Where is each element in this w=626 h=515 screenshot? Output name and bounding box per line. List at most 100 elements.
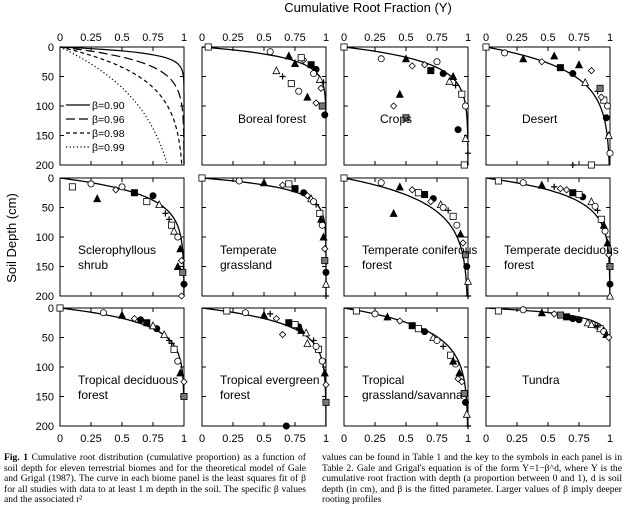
data-point <box>569 189 577 197</box>
data-point <box>291 185 299 193</box>
panel-title-line: forest <box>504 258 535 272</box>
data-point <box>322 292 330 300</box>
panel-title-line: forest <box>220 388 251 402</box>
y-tick-label: 0 <box>48 42 54 54</box>
fitted-curve <box>59 177 185 296</box>
y-tick-label: 150 <box>36 392 54 404</box>
data-point <box>352 307 360 315</box>
data-point <box>501 49 509 57</box>
data-point <box>461 133 470 142</box>
x-tick-label-bottom: 1 <box>465 433 471 445</box>
data-point <box>312 342 320 350</box>
caption-right: values can be found in Table 1 and the k… <box>322 452 622 506</box>
legend-label: β=0.99 <box>92 142 125 154</box>
data-point <box>396 317 404 325</box>
data-point <box>316 209 324 217</box>
panel-title-line: Tropical <box>362 373 404 387</box>
data-point <box>389 208 398 217</box>
data-point <box>402 114 410 122</box>
data-point <box>174 233 182 241</box>
data-point <box>408 322 416 330</box>
series-line <box>59 46 168 166</box>
data-point <box>459 239 467 247</box>
x-tick-label-bottom: 0 <box>341 433 347 445</box>
data-point <box>519 306 527 314</box>
data-point <box>176 368 185 377</box>
panel-title: Tundra <box>522 373 560 387</box>
data-point <box>606 280 614 288</box>
caption-left-text: Cumulative root distribution (cumulative… <box>4 452 306 506</box>
data-point <box>601 227 609 235</box>
panel-marks: β=0.90 β=0.96 β=0.98 β=0.99 <box>59 46 185 166</box>
data-point <box>440 343 447 350</box>
data-point <box>318 102 326 110</box>
data-point <box>321 111 329 119</box>
x-tick-label-top: 0 <box>341 32 347 44</box>
data-point <box>462 251 470 259</box>
data-point <box>421 191 429 199</box>
data-point <box>602 114 610 122</box>
data-point <box>310 198 318 206</box>
data-point <box>259 178 269 187</box>
panel-frame <box>343 177 469 297</box>
y-tick-label: 0 <box>48 303 54 315</box>
data-point <box>408 186 416 194</box>
data-point <box>556 184 565 193</box>
data-point <box>278 181 287 189</box>
x-tick-label-top: 1 <box>465 32 471 44</box>
y-tick-label: 50 <box>42 72 54 84</box>
panel-marks: Temperate grassland <box>198 174 331 300</box>
x-tick-label-bottom: 0.25 <box>364 433 385 445</box>
data-point <box>310 70 318 78</box>
data-point <box>454 375 462 383</box>
panel-title-line: Temperate coniferous <box>362 243 477 257</box>
data-point <box>315 74 324 83</box>
data-point <box>162 210 169 217</box>
data-point <box>401 54 411 63</box>
panel-marks: Tundra <box>485 306 613 387</box>
data-point <box>464 422 472 430</box>
data-point <box>433 336 441 344</box>
fitted-curve <box>201 46 327 118</box>
data-point <box>605 251 613 259</box>
panel-title: Tropical grassland/savanna <box>362 373 463 402</box>
data-point <box>130 314 139 323</box>
data-point <box>223 307 231 315</box>
x-tick-label-top: 0.5 <box>398 32 413 44</box>
y-tick-label: 100 <box>36 362 54 374</box>
top-axis-title: Cumulative Root Fraction (Y) <box>284 0 452 15</box>
panel-title-line: Desert <box>522 112 558 126</box>
x-tick-label-top: 0 <box>483 32 489 44</box>
x-tick-label-bottom: 0.5 <box>114 433 129 445</box>
x-tick-label-top: 0.25 <box>364 32 385 44</box>
panel-frame <box>343 307 469 427</box>
data-point <box>574 60 584 69</box>
data-point <box>278 330 287 339</box>
data-point <box>538 58 546 66</box>
fitted-curve <box>343 177 468 296</box>
data-point <box>519 54 528 63</box>
data-point <box>180 280 188 288</box>
x-tick-label-top: 0.5 <box>540 32 555 44</box>
x-tick-label-top: 0.25 <box>80 32 101 44</box>
data-point <box>587 66 596 75</box>
data-point <box>569 161 576 169</box>
data-point <box>285 180 293 188</box>
panel-title-line: Temperate deciduous <box>504 243 619 257</box>
data-point <box>168 221 176 229</box>
data-point <box>321 245 329 253</box>
data-point <box>173 262 182 271</box>
x-tick-label-top: 0.5 <box>114 32 129 44</box>
panel-title-line: grassland <box>220 258 272 272</box>
data-point <box>295 87 303 95</box>
panel-title-line: Crops <box>380 112 412 126</box>
x-tick-label-bottom: 0.5 <box>398 433 413 445</box>
panel-title-line: Boreal forest <box>238 112 307 126</box>
data-point <box>93 194 102 203</box>
fitted-curve <box>343 307 469 426</box>
data-point <box>177 256 186 265</box>
panel-marks: Desert <box>482 43 614 169</box>
data-point <box>494 307 502 315</box>
data-point <box>340 43 348 51</box>
data-point <box>285 319 293 327</box>
